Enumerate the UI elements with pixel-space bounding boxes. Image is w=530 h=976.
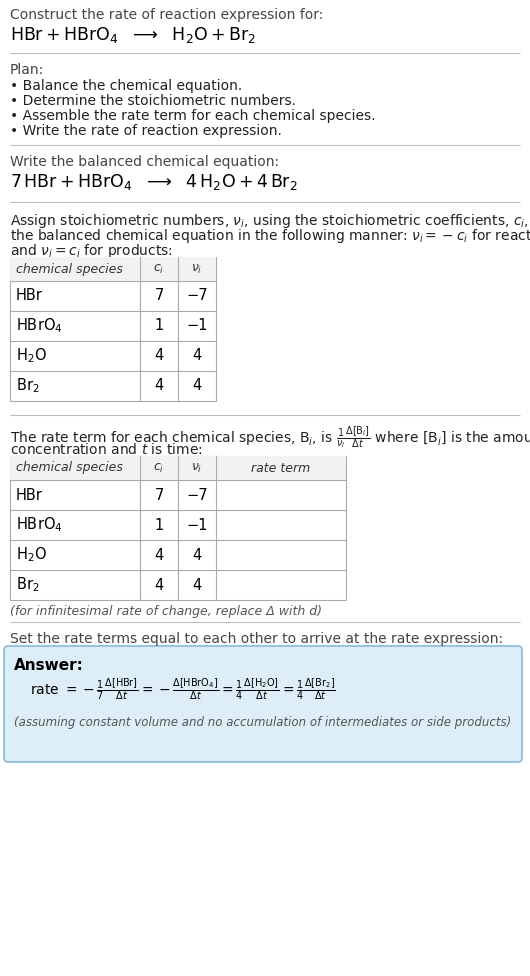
Text: Br$_2$: Br$_2$ [16,576,40,594]
Text: • Assemble the rate term for each chemical species.: • Assemble the rate term for each chemic… [10,109,375,123]
Text: 1: 1 [154,517,164,533]
Text: 1: 1 [154,318,164,334]
Text: HBr: HBr [16,289,43,304]
Text: rate $= -\frac{1}{7}\frac{\Delta[\mathrm{HBr}]}{\Delta t} = -\frac{\Delta[\mathr: rate $= -\frac{1}{7}\frac{\Delta[\mathrm… [30,676,336,702]
Bar [10,456,346,600]
Text: • Balance the chemical equation.: • Balance the chemical equation. [10,79,242,93]
Text: • Determine the stoichiometric numbers.: • Determine the stoichiometric numbers. [10,94,296,108]
Text: −7: −7 [186,487,208,503]
Text: 4: 4 [192,548,201,562]
Text: 7: 7 [154,487,164,503]
Text: rate term: rate term [251,462,311,474]
Text: HBrO$_4$: HBrO$_4$ [16,515,63,534]
Text: chemical species: chemical species [16,263,123,275]
Text: (for infinitesimal rate of change, replace Δ with d): (for infinitesimal rate of change, repla… [10,605,322,618]
Bar [10,456,346,480]
Text: 7: 7 [154,289,164,304]
Text: 4: 4 [154,348,164,363]
Text: concentration and $t$ is time:: concentration and $t$ is time: [10,442,202,457]
FancyBboxPatch shape [4,646,522,762]
Bar [10,257,216,281]
Text: 4: 4 [192,379,201,393]
Text: HBrO$_4$: HBrO$_4$ [16,316,63,336]
Text: (assuming constant volume and no accumulation of intermediates or side products): (assuming constant volume and no accumul… [14,716,511,729]
Text: Construct the rate of reaction expression for:: Construct the rate of reaction expressio… [10,8,323,22]
Text: Assign stoichiometric numbers, $\nu_i$, using the stoichiometric coefficients, $: Assign stoichiometric numbers, $\nu_i$, … [10,212,530,230]
Text: and $\nu_i = c_i$ for products:: and $\nu_i = c_i$ for products: [10,242,173,260]
Text: −1: −1 [186,517,208,533]
Text: $\nu_i$: $\nu_i$ [191,462,202,474]
Text: Write the balanced chemical equation:: Write the balanced chemical equation: [10,155,279,169]
Text: $c_i$: $c_i$ [153,263,165,275]
Text: 4: 4 [154,379,164,393]
Text: −7: −7 [186,289,208,304]
Text: chemical species: chemical species [16,462,123,474]
Text: HBr: HBr [16,487,43,503]
Text: Plan:: Plan: [10,63,44,77]
Text: Answer:: Answer: [14,658,84,673]
Text: $\mathrm{7\,HBr + HBrO_4\ \ \longrightarrow\ \ 4\,H_2O + 4\,Br_2}$: $\mathrm{7\,HBr + HBrO_4\ \ \longrightar… [10,172,298,192]
Text: • Write the rate of reaction expression.: • Write the rate of reaction expression. [10,124,282,138]
Text: 4: 4 [154,548,164,562]
Text: $\nu_i$: $\nu_i$ [191,263,202,275]
Text: Set the rate terms equal to each other to arrive at the rate expression:: Set the rate terms equal to each other t… [10,632,503,646]
Text: The rate term for each chemical species, B$_i$, is $\frac{1}{\nu_i}\frac{\Delta[: The rate term for each chemical species,… [10,425,530,451]
Text: 4: 4 [192,348,201,363]
Text: $c_i$: $c_i$ [153,462,165,474]
Text: 4: 4 [192,578,201,592]
Text: H$_2$O: H$_2$O [16,546,47,564]
Text: Br$_2$: Br$_2$ [16,377,40,395]
Bar [10,257,216,401]
Text: −1: −1 [186,318,208,334]
Text: 4: 4 [154,578,164,592]
Text: the balanced chemical equation in the following manner: $\nu_i = -c_i$ for react: the balanced chemical equation in the fo… [10,227,530,245]
Text: $\mathrm{HBr + HBrO_4\ \ \longrightarrow\ \ H_2O + Br_2}$: $\mathrm{HBr + HBrO_4\ \ \longrightarrow… [10,25,256,45]
Text: H$_2$O: H$_2$O [16,346,47,365]
